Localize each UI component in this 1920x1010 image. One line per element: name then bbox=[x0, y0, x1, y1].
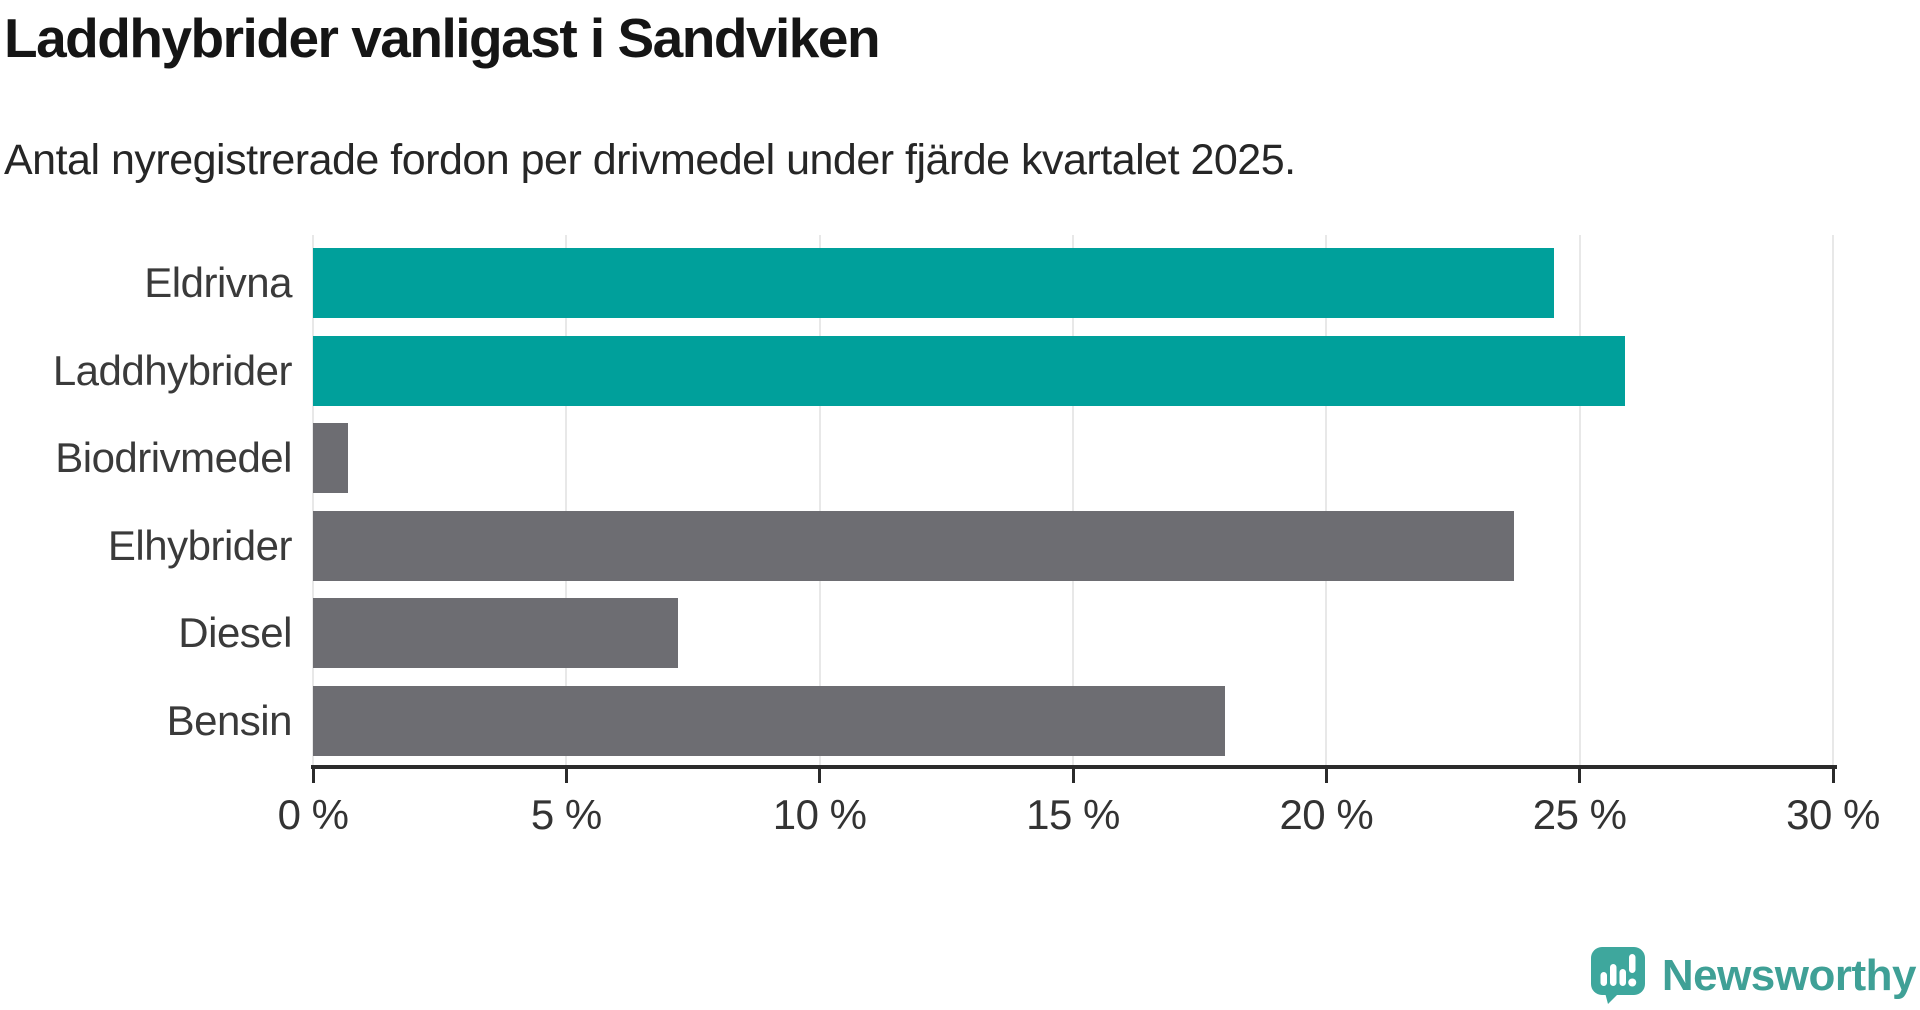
x-axis-tick bbox=[1071, 767, 1075, 783]
x-axis-tick-label: 20 % bbox=[1279, 791, 1374, 838]
category-label: Laddhybrider bbox=[52, 346, 293, 394]
x-axis-tick bbox=[1578, 767, 1582, 783]
chart-title: Laddhybrider vanligast i Sandviken bbox=[4, 7, 881, 69]
category-label: Eldrivna bbox=[144, 259, 292, 306]
bar-diesel bbox=[313, 598, 678, 668]
gridline bbox=[312, 235, 314, 765]
gridline bbox=[1578, 235, 1581, 765]
x-axis-tick bbox=[1831, 767, 1835, 783]
x-axis-tick-label: 30 % bbox=[1786, 791, 1880, 838]
newsworthy-logo-text: Newsworthy bbox=[1661, 950, 1917, 1000]
bar-laddhybrider bbox=[313, 335, 1626, 406]
x-axis-tick bbox=[818, 767, 822, 783]
bar-biodrivmedel bbox=[313, 423, 349, 493]
chart-subtitle: Antal nyregistrerade fordon per drivmede… bbox=[4, 136, 1296, 184]
newsworthy-logo-icon bbox=[1590, 947, 1645, 1004]
category-label: Diesel bbox=[178, 609, 292, 656]
x-axis-tick bbox=[564, 767, 568, 783]
x-axis-tick-label: 25 % bbox=[1532, 791, 1627, 838]
category-label: Biodrivmedel bbox=[55, 434, 292, 481]
gridline bbox=[1072, 235, 1074, 765]
bar-eldrivna bbox=[313, 248, 1555, 318]
x-axis-tick-label: 5 % bbox=[530, 791, 602, 838]
x-axis-tick-label: 10 % bbox=[772, 791, 867, 838]
category-label: Bensin bbox=[166, 696, 293, 744]
x-axis-tick-label: 15 % bbox=[1026, 791, 1120, 838]
bar-elhybrider bbox=[313, 510, 1514, 581]
gridline bbox=[1832, 235, 1834, 765]
x-axis-tick bbox=[311, 767, 315, 783]
category-label: Elhybrider bbox=[107, 521, 293, 569]
gridline bbox=[565, 235, 568, 765]
newsworthy-logo: Newsworthy bbox=[1590, 947, 1917, 1004]
gridline bbox=[818, 235, 821, 765]
x-axis-tick bbox=[1324, 767, 1328, 783]
bar-bensin bbox=[313, 685, 1225, 756]
gridline bbox=[1325, 235, 1328, 765]
x-axis-tick-label: 0 % bbox=[277, 791, 349, 838]
